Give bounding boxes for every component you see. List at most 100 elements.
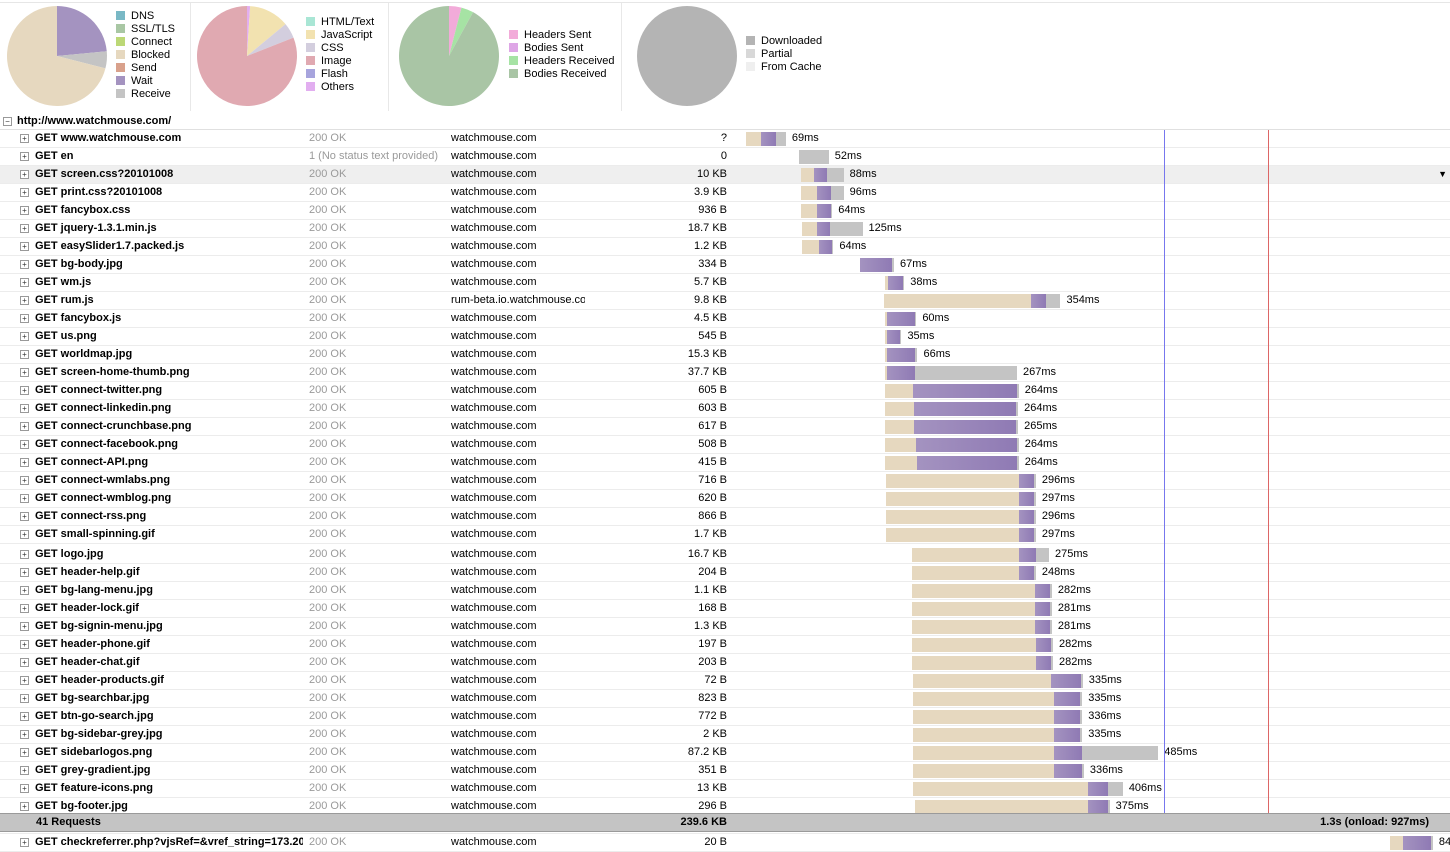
request-row[interactable]: + GET screen.css?20101008 200 OK watchmouse… [0, 166, 1450, 184]
request-timeline: 35ms [732, 328, 1450, 345]
expand-row-icon[interactable]: + [20, 640, 29, 649]
expand-row-icon[interactable]: + [20, 658, 29, 667]
expand-row-icon[interactable]: + [20, 332, 29, 341]
expand-row-icon[interactable]: + [20, 494, 29, 503]
expand-row-icon[interactable]: + [20, 748, 29, 757]
legend-swatch [116, 24, 125, 33]
expand-row-icon[interactable]: + [20, 622, 29, 631]
request-row[interactable]: + GET connect-wmlabs.png 200 OK watchmouse.… [0, 472, 1450, 490]
request-row[interactable]: + GET bg-lang-menu.jpg 200 OK watchmouse.co… [0, 582, 1450, 600]
request-row[interactable]: + GET www.watchmouse.com 200 OK watchmouse.… [0, 130, 1450, 148]
request-row[interactable]: + GET bg-signin-menu.jpg 200 OK watchmouse.… [0, 618, 1450, 636]
expand-row-icon[interactable]: + [20, 676, 29, 685]
request-row[interactable]: + GET small-spinning.gif 200 OK watchmouse.… [0, 526, 1450, 544]
expand-row-icon[interactable]: + [20, 550, 29, 559]
expand-row-icon[interactable]: + [20, 404, 29, 413]
expand-row-icon[interactable]: + [20, 568, 29, 577]
request-row[interactable]: + GET en 1 (No status text provided) watchm… [0, 148, 1450, 166]
wait-bar [1035, 602, 1051, 616]
row-menu-arrow-icon[interactable]: ▼ [1438, 169, 1447, 179]
expand-row-icon[interactable]: + [20, 206, 29, 215]
expand-row-icon[interactable]: + [20, 224, 29, 233]
expand-row-icon[interactable]: + [20, 350, 29, 359]
pie-slice-javascript [247, 6, 286, 56]
expand-row-icon[interactable]: + [20, 730, 29, 739]
request-timeline: 52ms [732, 148, 1450, 165]
request-row[interactable]: + GET fancybox.js 200 OK watchmouse.com 4.5 … [0, 310, 1450, 328]
expand-row-icon[interactable]: + [20, 134, 29, 143]
request-duration: 296ms [1041, 474, 1075, 486]
expand-row-icon[interactable]: + [20, 604, 29, 613]
expand-row-icon[interactable]: + [20, 712, 29, 721]
request-row[interactable]: + GET jquery-1.3.1.min.js 200 OK watchmouse… [0, 220, 1450, 238]
request-row[interactable]: + GET grey-gradient.jpg 200 OK watchmouse.c… [0, 762, 1450, 780]
expand-row-icon[interactable]: + [20, 512, 29, 521]
request-row[interactable]: + GET btn-go-search.jpg 200 OK watchmouse.c… [0, 708, 1450, 726]
expand-row-icon[interactable]: + [20, 476, 29, 485]
expand-row-icon[interactable]: + [20, 242, 29, 251]
wait-bar [1054, 728, 1081, 742]
wait-bar [1054, 710, 1081, 724]
expand-row-icon[interactable]: + [20, 314, 29, 323]
request-row[interactable]: + GET logo.jpg 200 OK watchmouse.com 16.7 KB… [0, 546, 1450, 564]
request-row[interactable]: + GET us.png 200 OK watchmouse.com 545 B 35ms [0, 328, 1450, 346]
expand-row-icon[interactable]: + [20, 440, 29, 449]
request-row[interactable]: + GET checkreferrer.php?vjsRef=&vref_stri… [0, 834, 1450, 852]
receive-bar [1034, 566, 1036, 580]
request-row[interactable]: + GET header-products.gif 200 OK watchmouse… [0, 672, 1450, 690]
page-header-row[interactable]: − http://www.watchmouse.com/ [0, 113, 1450, 130]
request-row[interactable]: + GET connect-linkedin.png 200 OK watchmous… [0, 400, 1450, 418]
expand-row-icon[interactable]: + [20, 838, 29, 847]
request-row[interactable]: + GET header-help.gif 200 OK watchmouse.com… [0, 564, 1450, 582]
request-duration: 265ms [1024, 420, 1058, 432]
expand-row-icon[interactable]: + [20, 422, 29, 431]
request-row[interactable]: + GET sidebarlogos.png 200 OK watchmouse.co… [0, 744, 1450, 762]
expand-row-icon[interactable]: + [20, 766, 29, 775]
expand-row-icon[interactable]: + [20, 802, 29, 811]
request-row[interactable]: + GET screen-home-thumb.png 200 OK watchmou… [0, 364, 1450, 382]
request-status: 200 OK [309, 764, 347, 776]
request-row[interactable]: + GET worldmap.jpg 200 OK watchmouse.com 15.… [0, 346, 1450, 364]
expand-row-icon[interactable]: + [20, 368, 29, 377]
expand-row-icon[interactable]: + [20, 296, 29, 305]
expand-row-icon[interactable]: + [20, 278, 29, 287]
request-row[interactable]: + GET rum.js 200 OK rum-beta.io.watchmouse.… [0, 292, 1450, 310]
request-row[interactable]: + GET bg-body.jpg 200 OK watchmouse.com 334 … [0, 256, 1450, 274]
request-row[interactable]: + GET bg-sidebar-grey.jpg 200 OK watchmouse… [0, 726, 1450, 744]
request-row[interactable]: + GET bg-searchbar.jpg 200 OK watchmouse.co… [0, 690, 1450, 708]
request-row[interactable]: + GET connect-API.png 200 OK watchmouse.com… [0, 454, 1450, 472]
expand-row-icon[interactable]: + [20, 784, 29, 793]
request-row[interactable]: + GET header-chat.gif 200 OK watchmouse.com… [0, 654, 1450, 672]
wait-bar [886, 312, 915, 326]
request-size: 20 B [704, 836, 727, 848]
receive-bar [1107, 782, 1123, 796]
request-timeline: 64ms [732, 238, 1450, 255]
request-row[interactable]: + GET feature-icons.png 200 OK watchmouse.c… [0, 780, 1450, 798]
request-row[interactable]: + GET header-lock.gif 200 OK watchmouse.com… [0, 600, 1450, 618]
request-row[interactable]: + GET connect-wmblog.png 200 OK watchmouse.… [0, 490, 1450, 508]
blocked-bar [884, 438, 916, 452]
request-row[interactable]: + GET header-phone.gif 200 OK watchmouse.co… [0, 636, 1450, 654]
expand-row-icon[interactable]: + [20, 170, 29, 179]
expand-row-icon[interactable]: + [20, 694, 29, 703]
expand-row-icon[interactable]: + [20, 586, 29, 595]
expand-row-icon[interactable]: + [20, 188, 29, 197]
request-row[interactable]: + GET wm.js 200 OK watchmouse.com 5.7 KB 38ms [0, 274, 1450, 292]
collapse-page-icon[interactable]: − [3, 117, 12, 126]
request-row[interactable]: + GET easySlider1.7.packed.js 200 OK watchm… [0, 238, 1450, 256]
request-row[interactable]: + GET fancybox.css 200 OK watchmouse.com 936… [0, 202, 1450, 220]
request-row[interactable]: + GET print.css?20101008 200 OK watchmouse.… [0, 184, 1450, 202]
expand-row-icon[interactable]: + [20, 386, 29, 395]
expand-row-icon[interactable]: + [20, 260, 29, 269]
receive-bar [1050, 620, 1052, 634]
request-row[interactable]: + GET connect-twitter.png 200 OK watchmouse… [0, 382, 1450, 400]
request-row[interactable]: + GET connect-rss.png 200 OK watchmouse.com… [0, 508, 1450, 526]
wait-bar [1019, 510, 1035, 524]
request-row[interactable]: + GET connect-crunchbase.png 200 OK watchmo… [0, 418, 1450, 436]
expand-row-icon[interactable]: + [20, 152, 29, 161]
expand-row-icon[interactable]: + [20, 530, 29, 539]
request-timeline: 264ms [732, 400, 1450, 417]
legend-swatch [306, 17, 315, 26]
request-row[interactable]: + GET connect-facebook.png 200 OK watchmous… [0, 436, 1450, 454]
expand-row-icon[interactable]: + [20, 458, 29, 467]
